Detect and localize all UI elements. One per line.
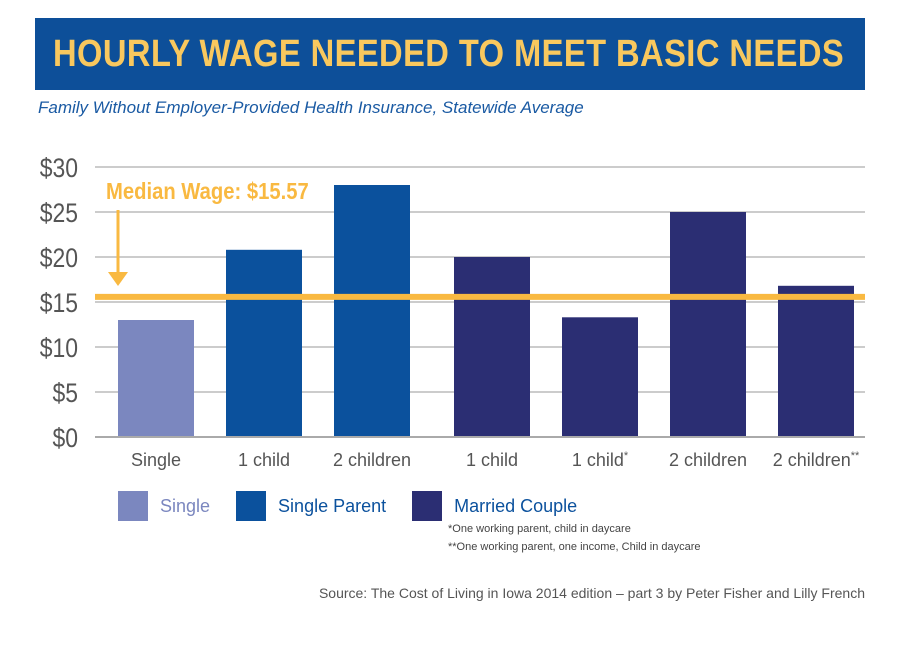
legend-swatch-single-parent bbox=[236, 491, 267, 521]
median-arrow-head bbox=[108, 272, 128, 286]
legend-swatch-single bbox=[118, 491, 148, 521]
y-tick-label: $0 bbox=[52, 423, 78, 453]
bar bbox=[454, 257, 530, 437]
bar bbox=[334, 185, 410, 437]
title-bar: HOURLY WAGE NEEDED TO MEET BASIC NEEDS bbox=[35, 18, 865, 90]
legend-item-married-couple: Married Couple bbox=[412, 491, 577, 521]
legend-label-single-parent: Single Parent bbox=[278, 495, 387, 516]
y-tick-label: $20 bbox=[40, 243, 78, 273]
x-tick-label: 1 child bbox=[466, 450, 518, 470]
y-tick-label: $15 bbox=[40, 288, 78, 318]
bar bbox=[226, 249, 302, 437]
legend-item-single-parent: Single Parent bbox=[236, 491, 386, 521]
x-tick-label: 2 children** bbox=[773, 450, 860, 470]
x-tick-label: 1 child bbox=[238, 450, 290, 470]
bar bbox=[670, 212, 746, 437]
legend-label-single: Single bbox=[160, 495, 211, 516]
source-credit: Source: The Cost of Living in Iowa 2014 … bbox=[318, 585, 865, 601]
x-tick-label: 2 children bbox=[333, 450, 411, 470]
legend-swatch-married-couple bbox=[412, 491, 443, 521]
bar bbox=[118, 320, 194, 437]
bar-chart: $0 $5 $10 $15 $20 $25 $30 Single 1 child 2 childr… bbox=[40, 153, 865, 470]
x-tick-label: 1 child* bbox=[572, 450, 629, 470]
footnote-2: **One working parent, one income, Child … bbox=[448, 541, 701, 553]
x-tick-footnote-mark: * bbox=[624, 450, 629, 462]
legend: Single Single Parent Married Couple bbox=[118, 490, 603, 522]
y-tick-label: $5 bbox=[52, 378, 78, 408]
x-tick-label: 2 children bbox=[669, 450, 747, 470]
legend-item-single: Single bbox=[118, 491, 210, 521]
legend-label-married-couple: Married Couple bbox=[454, 495, 578, 516]
bar bbox=[778, 285, 854, 437]
y-tick-label: $10 bbox=[40, 333, 78, 363]
median-wage-label: Median Wage: $15.57 bbox=[106, 178, 309, 205]
y-tick-label: $30 bbox=[40, 153, 78, 183]
bar bbox=[562, 317, 638, 437]
chart-subtitle: Family Without Employer-Provided Health … bbox=[38, 98, 584, 117]
chart-title: HOURLY WAGE NEEDED TO MEET BASIC NEEDS bbox=[53, 32, 845, 75]
y-tick-label: $25 bbox=[40, 198, 78, 228]
x-tick-label: Single bbox=[131, 450, 181, 470]
footnote-1: *One working parent, child in daycare bbox=[448, 523, 631, 535]
x-tick-footnote-mark: ** bbox=[851, 450, 860, 462]
